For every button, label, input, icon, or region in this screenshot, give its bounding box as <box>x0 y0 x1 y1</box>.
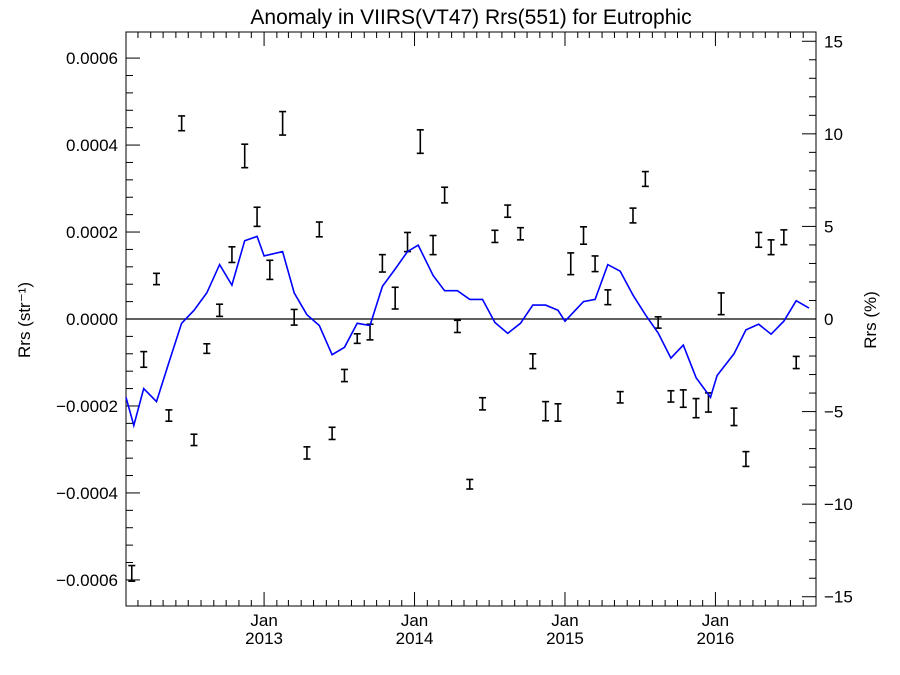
error-bar <box>604 289 612 306</box>
error-bar <box>290 308 298 326</box>
right-axis: −15 −10 −5 0 5 10 15 <box>802 32 853 607</box>
error-bar <box>717 292 725 316</box>
error-bar <box>567 252 575 276</box>
y-left-tick-label: 0.0004 <box>66 136 118 155</box>
error-bar <box>742 450 750 468</box>
smoothed-anomaly-line <box>125 235 810 429</box>
x-tick-label-year: 2016 <box>697 629 735 648</box>
y-left-tick-label: 0.0000 <box>66 310 118 329</box>
error-bar <box>253 206 261 228</box>
error-bar <box>580 226 588 246</box>
anomaly-error-bars <box>128 110 800 583</box>
y-right-tick-label: 15 <box>824 32 843 51</box>
error-bar <box>429 234 437 256</box>
error-bar <box>529 352 537 370</box>
error-bar <box>140 350 148 369</box>
error-bar <box>704 392 712 413</box>
x-tick-label-month: Jan <box>702 611 729 630</box>
error-bar <box>780 229 788 246</box>
y-left-tick-label: 0.0002 <box>66 223 118 242</box>
x-tick-label-month: Jan <box>401 611 428 630</box>
error-bar <box>266 259 274 281</box>
error-bar <box>641 170 649 188</box>
y-right-tick-label: 5 <box>824 217 833 236</box>
x-tick-label-year: 2015 <box>546 629 584 648</box>
error-bar <box>591 255 599 273</box>
error-bar <box>453 319 461 334</box>
error-bar <box>654 316 662 329</box>
error-bar <box>203 342 211 355</box>
y-right-tick-label: −10 <box>824 495 853 514</box>
y-left-tick-label: −0.0002 <box>56 397 118 416</box>
error-bar <box>792 355 800 370</box>
error-bar <box>228 246 236 264</box>
y-left-tick-label: 0.0006 <box>66 49 118 68</box>
y-right-tick-label: 10 <box>824 125 843 144</box>
error-bar <box>730 407 738 427</box>
error-bar <box>466 478 474 490</box>
error-bar <box>667 389 675 403</box>
error-bar <box>441 186 449 204</box>
x-tick-label-year: 2014 <box>396 629 434 648</box>
error-bar <box>404 231 412 253</box>
y-right-tick-label: −15 <box>824 588 853 607</box>
error-bar <box>516 226 524 241</box>
error-bar <box>241 143 249 169</box>
error-bar <box>315 221 323 238</box>
x-tick-label-year: 2013 <box>245 629 283 648</box>
error-bar <box>328 426 336 441</box>
y-axis-left-label: Rrs (str⁻¹) <box>15 282 34 358</box>
error-bar <box>504 204 512 219</box>
error-bar <box>391 286 399 310</box>
error-bar <box>416 129 424 155</box>
error-bar <box>755 231 763 249</box>
error-bar <box>767 239 775 256</box>
error-bar <box>165 409 173 422</box>
error-bar <box>554 402 562 422</box>
error-bar <box>366 323 374 341</box>
error-bar <box>216 303 224 318</box>
error-bar <box>491 229 499 244</box>
error-bar <box>178 115 186 132</box>
x-tick-label-month: Jan <box>250 611 277 630</box>
y-axis-right-label: Rrs (%) <box>861 291 880 349</box>
error-bar <box>629 207 637 224</box>
error-bar <box>190 433 198 447</box>
y-left-tick-label: −0.0006 <box>56 571 118 590</box>
error-bar <box>279 110 287 136</box>
error-bar <box>153 272 161 286</box>
error-bar <box>616 390 624 404</box>
y-right-tick-label: −5 <box>824 403 843 422</box>
error-bar <box>303 446 311 460</box>
error-bar <box>692 397 700 419</box>
error-bar <box>128 564 136 583</box>
error-bar <box>679 389 687 409</box>
error-bar <box>542 400 550 422</box>
error-bar <box>353 332 361 345</box>
x-tick-label-month: Jan <box>551 611 578 630</box>
chart-title: Anomaly in VIIRS(VT47) Rrs(551) for Eutr… <box>250 6 691 29</box>
error-bar <box>378 253 386 273</box>
y-left-tick-label: −0.0004 <box>56 484 118 503</box>
left-axis: −0.0006 −0.0004 −0.0002 0.0000 0.0002 0.0004 0… <box>56 49 140 590</box>
error-bar <box>479 396 487 411</box>
y-right-tick-label: 0 <box>824 310 833 329</box>
error-bar <box>340 368 348 383</box>
